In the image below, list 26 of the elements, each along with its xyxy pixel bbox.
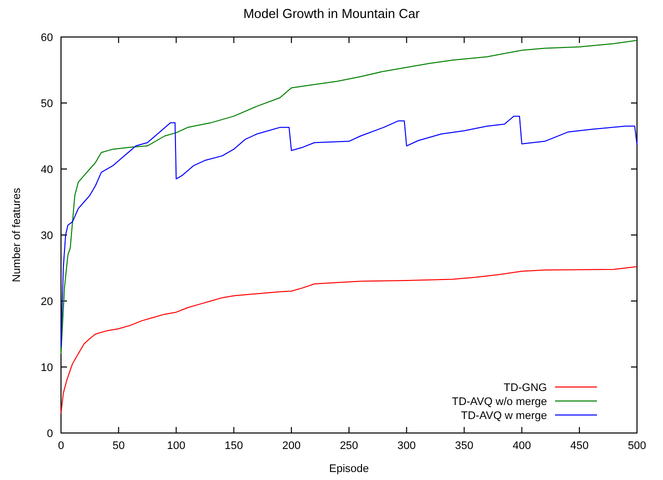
x-tick-label: 150 — [224, 440, 243, 452]
chart-title: Model Growth in Mountain Car — [243, 6, 420, 21]
legend-label: TD-AVQ w/o merge — [452, 396, 547, 408]
x-tick-label: 450 — [570, 440, 589, 452]
line-series — [60, 116, 638, 348]
y-tick-label: 0 — [46, 428, 53, 440]
x-axis-title: Episode — [329, 463, 369, 475]
x-tick-label: 500 — [628, 440, 646, 452]
y-tick-label: 40 — [40, 164, 53, 176]
x-tick-label: 50 — [112, 440, 125, 452]
legend-label: TD-AVQ w merge — [461, 410, 547, 422]
y-tick-label: 20 — [40, 296, 53, 308]
x-tick-label: 100 — [167, 440, 186, 452]
x-tick-label: 400 — [512, 440, 531, 452]
y-tick-label: 30 — [40, 230, 53, 242]
legend-label: TD-GNG — [504, 382, 547, 394]
y-tick-label: 10 — [40, 362, 53, 374]
x-tick-label: 350 — [455, 440, 474, 452]
line-series — [60, 40, 638, 354]
y-tick-label: 50 — [40, 98, 53, 110]
x-tick-label: 300 — [397, 440, 416, 452]
y-axis-title: Number of features — [11, 187, 23, 282]
x-tick-label: 250 — [340, 440, 358, 452]
x-tick-label: 200 — [282, 440, 301, 452]
y-tick-label: 60 — [40, 32, 53, 44]
x-tick-label: 0 — [58, 440, 64, 452]
